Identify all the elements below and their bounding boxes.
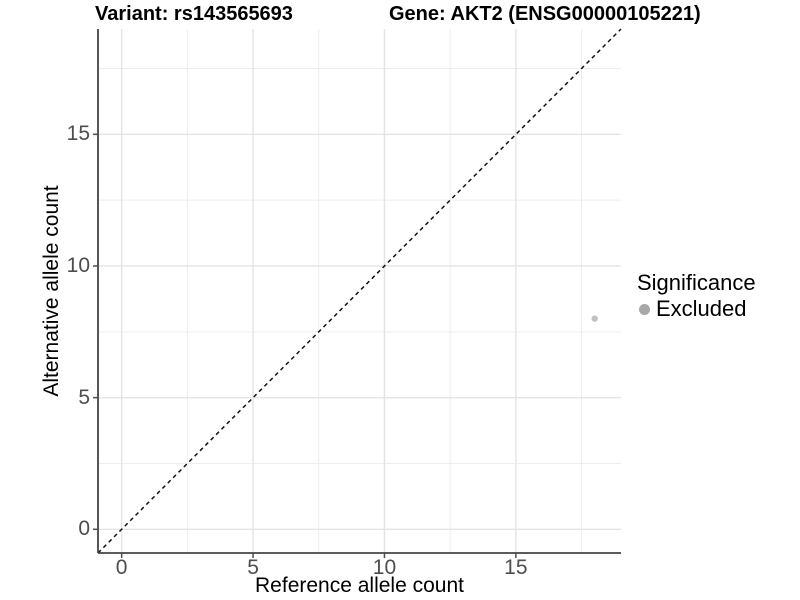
y-tick-label: 0 (78, 517, 90, 541)
y-tick-label: 10 (66, 253, 90, 277)
identity-dashed-line (97, 28, 622, 554)
y-tick-label: 5 (78, 385, 90, 409)
y-axis-title: Alternative allele count (40, 185, 63, 397)
legend-entry-label: Excluded (656, 296, 747, 321)
legend-key-circle-icon (639, 303, 650, 315)
x-tick-label: 0 (115, 556, 128, 579)
x-axis-title: Reference allele count (255, 574, 464, 597)
x-tick-label: 5 (247, 556, 259, 579)
legend-title: Significance (637, 270, 756, 295)
x-tick-label: 10 (372, 556, 397, 579)
x-tick-label: 15 (504, 556, 528, 579)
data-point-excluded (591, 315, 598, 322)
legend: Significance Excluded (634, 270, 756, 322)
y-tick-label: 15 (66, 122, 90, 146)
variant-title: Variant: rs143565693 (95, 3, 293, 25)
legend-entry-excluded: Excluded (634, 296, 756, 322)
gene-title: Gene: AKT2 (ENSG00000105221) (389, 3, 701, 25)
